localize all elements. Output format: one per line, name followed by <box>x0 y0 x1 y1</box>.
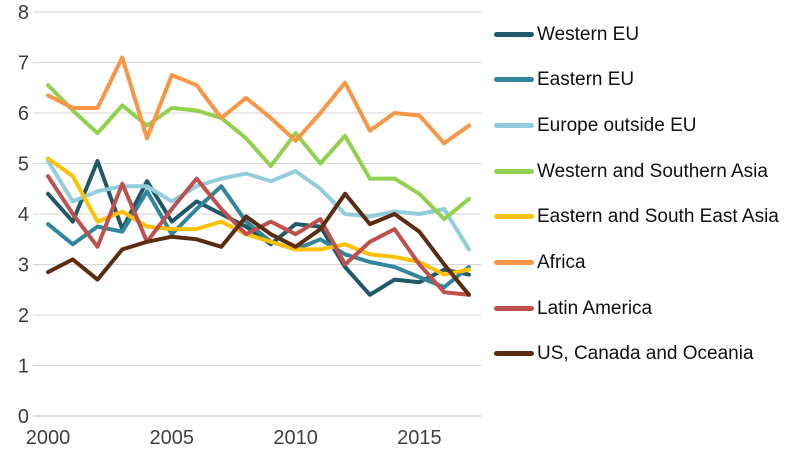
legend-item: Eastern EU <box>494 69 634 91</box>
y-tick-label: 8 <box>18 2 29 24</box>
legend-label: Western and Southern Asia <box>537 160 768 182</box>
legend-swatch-europe-outside-eu <box>494 122 534 128</box>
legend-item: Western EU <box>494 23 639 45</box>
y-tick-label: 2 <box>18 305 29 327</box>
legend-swatch-eastern-eu <box>494 77 534 83</box>
y-tick-label: 1 <box>18 356 29 378</box>
legend-label: Eastern and South East Asia <box>537 206 779 228</box>
y-tick-label: 7 <box>18 53 29 75</box>
y-tick-label: 4 <box>18 204 29 226</box>
y-tick-label: 5 <box>18 154 29 176</box>
legend-swatch-western-eu <box>494 31 534 37</box>
chart-legend: Western EU Eastern EU Europe outside EU Wes… <box>491 0 791 454</box>
series-line-western-and-southern-asia <box>46 83 471 222</box>
legend-item: US, Canada and Oceania <box>494 343 754 365</box>
chart-canvas: 0 1 2 3 4 5 6 7 8 2000 2005 2010 2015 <box>18 2 481 449</box>
y-tick-label: 3 <box>18 255 29 277</box>
legend-label: Africa <box>537 252 586 273</box>
legend-swatch-africa <box>494 260 534 265</box>
series-line-eastern-and-south-east-asia <box>46 156 471 277</box>
legend-swatch-us-canada-and-oceania <box>494 351 534 357</box>
legend-label: US, Canada and Oceania <box>537 343 754 365</box>
y-tick-label: 6 <box>18 103 29 125</box>
legend-item: Eastern and South East Asia <box>494 206 779 228</box>
legend-swatch-latin-america <box>494 305 534 311</box>
series-line-eastern-eu <box>46 184 471 290</box>
legend-swatch-eastern-and-south-east-asia <box>494 214 534 220</box>
x-tick-label: 2010 <box>273 427 318 449</box>
legend-item: Europe outside EU <box>494 114 697 136</box>
series-line-western-eu <box>46 159 471 297</box>
x-tick-label: 2015 <box>397 427 442 449</box>
legend-item: Latin America <box>494 297 652 319</box>
legend-item: Western and Southern Asia <box>494 160 768 182</box>
legend-item: Africa <box>494 252 586 274</box>
x-tick-label: 2000 <box>26 427 71 449</box>
legend-label: Western EU <box>537 23 640 45</box>
legend-swatch-western-and-southern-asia <box>494 168 534 174</box>
series-line-africa <box>46 55 471 146</box>
legend-label: Europe outside EU <box>537 114 697 136</box>
series-line-latin-america <box>46 174 471 297</box>
legend-label: Latin America <box>537 297 653 319</box>
series-line-us-canada-and-oceania <box>46 191 471 297</box>
x-tick-label: 2005 <box>150 427 195 449</box>
series-line-europe-outside-eu <box>46 159 471 252</box>
y-tick-label: 0 <box>18 406 29 428</box>
legend-label: Eastern EU <box>537 69 635 91</box>
line-chart-plot-area: 0 1 2 3 4 5 6 7 8 2000 2005 2010 2015 <box>18 2 481 449</box>
